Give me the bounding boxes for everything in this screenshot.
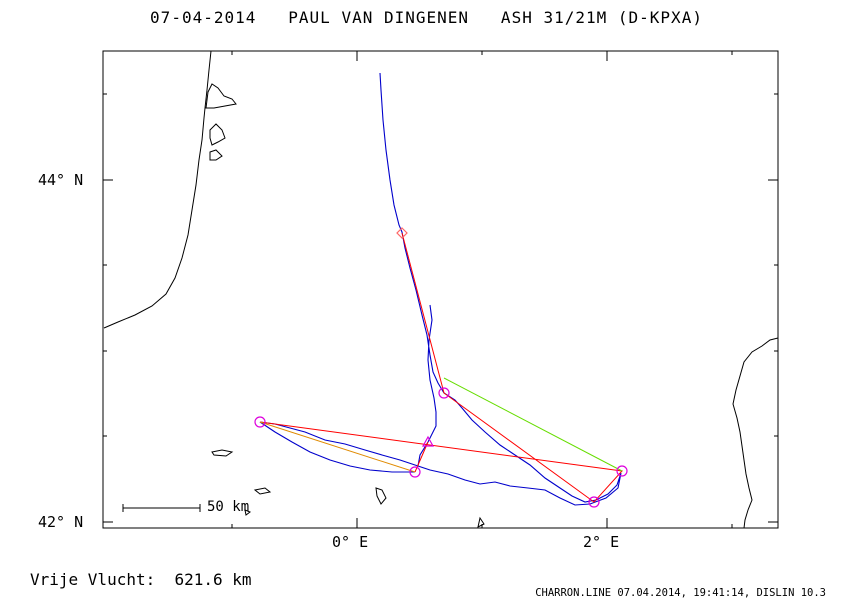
route-lines	[259, 232, 624, 503]
turnpoint-marker	[616, 465, 628, 477]
lat-label-42: 42° N	[38, 513, 84, 531]
lon-label-2: 2° E	[583, 533, 620, 551]
turnpoint-marker	[409, 466, 421, 478]
map-title: 07-04-2014 PAUL VAN DINGENEN ASH 31/21M …	[150, 8, 703, 27]
turnpoints	[254, 387, 628, 508]
distance-summary: Vrije Vlucht: 621.6 km	[30, 570, 252, 589]
turnpoint-marker	[438, 387, 450, 399]
start-marker	[396, 227, 408, 239]
route-leg	[259, 232, 624, 503]
map-frame	[102, 50, 779, 529]
gps-track	[259, 72, 622, 506]
distance-value: 621.6 km	[174, 570, 252, 589]
axis-ticks	[103, 51, 778, 528]
finish-marker	[421, 435, 435, 447]
footer-info: CHARRON.LINE 07.04.2014, 19:41:14, DISLI…	[535, 587, 826, 599]
lat-label-44: 44° N	[38, 171, 84, 189]
scale-bar	[122, 504, 201, 512]
start-leg	[259, 421, 416, 473]
closing-leg	[443, 377, 623, 472]
lon-label-0: 0° E	[332, 533, 369, 551]
coastline	[103, 50, 779, 529]
distance-label: Vrije Vlucht:	[30, 570, 156, 589]
turnpoint-marker	[588, 496, 600, 508]
turnpoint-marker	[254, 416, 266, 428]
scale-bar-label: 50 km	[207, 499, 250, 515]
